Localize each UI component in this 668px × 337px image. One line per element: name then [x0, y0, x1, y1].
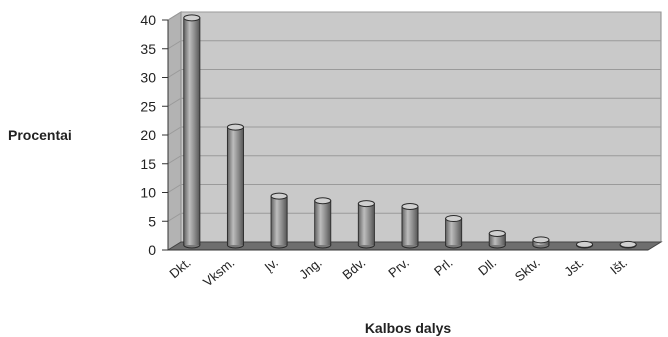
bar [619, 240, 637, 249]
y-axis-title: Procentai [8, 127, 72, 143]
bar-top [226, 123, 244, 131]
bar-body-fill [184, 17, 200, 245]
x-tick-label: Bdv. [339, 255, 368, 283]
y-tick-label: 40 [140, 12, 156, 28]
bar [357, 200, 375, 249]
bar-top [576, 240, 594, 248]
x-tick-label: Dkt. [166, 255, 193, 281]
bar-body-fill [227, 127, 243, 245]
bar-body-fill [489, 233, 505, 245]
x-tick-label: Išt. [607, 255, 630, 278]
y-tick-label: 0 [148, 242, 156, 258]
x-axis-title: Kalbos dalys [365, 320, 452, 336]
bar [183, 14, 201, 249]
bar [270, 192, 288, 249]
bar-top [183, 14, 201, 22]
bar-body-fill [402, 206, 418, 245]
bar [488, 230, 506, 249]
gridline [167, 97, 661, 107]
bar [445, 215, 463, 249]
bar-top [445, 215, 463, 223]
x-tick-label: Dll. [475, 255, 499, 279]
gridline [167, 11, 661, 21]
gridline [167, 184, 661, 193]
bar-top [357, 200, 375, 208]
y-tick-label: 25 [140, 98, 156, 114]
y-tick-label: 5 [148, 213, 156, 229]
y-tick-label: 35 [140, 41, 156, 57]
x-tick-label: Prl. [431, 255, 456, 279]
x-tick-label: Vksm. [200, 255, 237, 290]
bar-top [270, 192, 288, 200]
x-tick-label: Jst. [561, 255, 586, 279]
y-tick-label: 20 [140, 127, 156, 143]
bar [226, 123, 244, 249]
bar-body-fill [271, 196, 287, 245]
bar-top [488, 230, 506, 237]
gridline [167, 126, 661, 136]
bar-body-fill [358, 203, 374, 245]
gridline [167, 212, 661, 222]
gridline [167, 40, 661, 50]
x-tick-label: Jng. [296, 255, 324, 282]
bar-top [619, 240, 637, 248]
x-tick-label: Įv. [262, 255, 281, 275]
y-tick-label: 10 [140, 185, 156, 201]
bar-top [314, 197, 332, 205]
bar [576, 240, 594, 249]
bar [314, 197, 332, 249]
gridline [167, 155, 661, 165]
y-tick-label: 15 [140, 156, 156, 172]
y-tick-label: 30 [140, 70, 156, 86]
bar [532, 236, 550, 249]
gridline [167, 69, 661, 78]
bar-body-fill [315, 200, 331, 245]
x-tick-label: Prv. [385, 255, 412, 281]
bar-top [532, 236, 550, 244]
x-tick-label: Sktv. [512, 255, 543, 284]
bar [401, 202, 419, 249]
bar-body-fill [446, 218, 462, 245]
bar-top [401, 202, 419, 210]
